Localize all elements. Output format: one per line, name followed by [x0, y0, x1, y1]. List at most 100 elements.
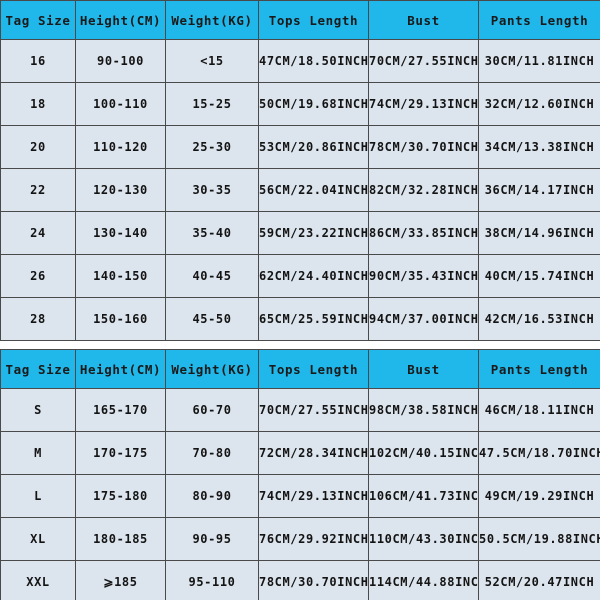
table-cell: 100-110: [75, 82, 166, 126]
table-cell: 106CM/41.73INCH: [368, 474, 479, 518]
column-header-4: Bust: [368, 0, 479, 40]
table-cell: 47.5CM/18.70INCH: [478, 431, 600, 475]
table-cell: 90-100: [75, 39, 166, 83]
table-cell: 82CM/32.28INCH: [368, 168, 479, 212]
column-header-0: Tag Size: [0, 0, 76, 40]
table-cell: 50CM/19.68INCH: [258, 82, 369, 126]
table-cell: 94CM/37.00INCH: [368, 297, 479, 341]
table-cell: 180-185: [75, 517, 166, 561]
table-cell: <15: [165, 39, 259, 83]
table-cell: 60-70: [165, 388, 259, 432]
table-row: XXL ⩾185 95-110 78CM/30.70INCH 114CM/44.88IN…: [0, 560, 600, 600]
table-cell: 40-45: [165, 254, 259, 298]
table-cell: 53CM/20.86INCH: [258, 125, 369, 169]
table-cell: L: [0, 474, 76, 518]
table-row: 18 100-110 15-25 50CM/19.68INCH 74CM/29.13IN…: [0, 82, 600, 126]
table-cell: 32CM/12.60INCH: [478, 82, 600, 126]
column-header-2: Weight(KG): [165, 349, 259, 389]
adult-size-table: Tag Size Height(CM) Weight(KG) Tops Length B…: [0, 349, 600, 600]
table-cell: 114CM/44.88INCH: [368, 560, 479, 600]
table-cell: 20: [0, 125, 76, 169]
table-cell: 165-170: [75, 388, 166, 432]
adult-size-table-header: Tag Size Height(CM) Weight(KG) Tops Length B…: [0, 349, 600, 389]
kids-size-table-header: Tag Size Height(CM) Weight(KG) Tops Length B…: [0, 0, 600, 40]
kids-size-table-body: 16 90-100 <15 47CM/18.50INCH 70CM/27.55INCH 3…: [0, 39, 600, 341]
table-row: L 175-180 80-90 74CM/29.13INCH 106CM/41.73IN…: [0, 474, 600, 518]
table-cell: 76CM/29.92INCH: [258, 517, 369, 561]
table-cell: 74CM/29.13INCH: [258, 474, 369, 518]
kids-size-table: Tag Size Height(CM) Weight(KG) Tops Length B…: [0, 0, 600, 341]
table-cell: 74CM/29.13INCH: [368, 82, 479, 126]
table-cell: 110-120: [75, 125, 166, 169]
table-cell: 16: [0, 39, 76, 83]
column-header-5: Pants Length: [478, 349, 600, 389]
table-cell: 86CM/33.85INCH: [368, 211, 479, 255]
table-cell: 72CM/28.34INCH: [258, 431, 369, 475]
table-cell: 150-160: [75, 297, 166, 341]
table-cell: 90CM/35.43INCH: [368, 254, 479, 298]
table-cell: 65CM/25.59INCH: [258, 297, 369, 341]
column-header-3: Tops Length: [258, 349, 369, 389]
table-row: 16 90-100 <15 47CM/18.50INCH 70CM/27.55INCH 3…: [0, 39, 600, 83]
table-row: 22 120-130 30-35 56CM/22.04INCH 82CM/32.28IN…: [0, 168, 600, 212]
table-cell: 140-150: [75, 254, 166, 298]
table-cell: 110CM/43.30INCH: [368, 517, 479, 561]
table-cell: 70CM/27.55INCH: [258, 388, 369, 432]
table-cell: 90-95: [165, 517, 259, 561]
table-cell: 78CM/30.70INCH: [368, 125, 479, 169]
table-cell: 24: [0, 211, 76, 255]
table-cell: 80-90: [165, 474, 259, 518]
table-cell: 35-40: [165, 211, 259, 255]
adult-size-table-body: S 165-170 60-70 70CM/27.55INCH 98CM/38.58INC…: [0, 388, 600, 600]
column-header-5: Pants Length: [478, 0, 600, 40]
table-cell: 49CM/19.29INCH: [478, 474, 600, 518]
table-cell: 102CM/40.15INCH: [368, 431, 479, 475]
table-cell: 170-175: [75, 431, 166, 475]
table-separator: [0, 341, 600, 349]
table-cell: 26: [0, 254, 76, 298]
table-row: 28 150-160 45-50 65CM/25.59INCH 94CM/37.00IN…: [0, 297, 600, 341]
table-row: 26 140-150 40-45 62CM/24.40INCH 90CM/35.43IN…: [0, 254, 600, 298]
table-cell: XL: [0, 517, 76, 561]
table-cell: 18: [0, 82, 76, 126]
table-cell: 50.5CM/19.88INCH: [478, 517, 600, 561]
column-header-3: Tops Length: [258, 0, 369, 40]
table-row: S 165-170 60-70 70CM/27.55INCH 98CM/38.58INC…: [0, 388, 600, 432]
table-cell: 52CM/20.47INCH: [478, 560, 600, 600]
table-cell: 47CM/18.50INCH: [258, 39, 369, 83]
table-cell: ⩾185: [75, 560, 166, 600]
table-cell: 95-110: [165, 560, 259, 600]
table-row: XL 180-185 90-95 76CM/29.92INCH 110CM/43.30I…: [0, 517, 600, 561]
table-cell: 70CM/27.55INCH: [368, 39, 479, 83]
table-cell: 36CM/14.17INCH: [478, 168, 600, 212]
table-cell: 70-80: [165, 431, 259, 475]
table-header-row: Tag Size Height(CM) Weight(KG) Tops Length B…: [0, 349, 600, 389]
column-header-2: Weight(KG): [165, 0, 259, 40]
table-row: M 170-175 70-80 72CM/28.34INCH 102CM/40.15IN…: [0, 431, 600, 475]
table-cell: 30CM/11.81INCH: [478, 39, 600, 83]
table-cell: 130-140: [75, 211, 166, 255]
table-header-row: Tag Size Height(CM) Weight(KG) Tops Length B…: [0, 0, 600, 40]
table-cell: 62CM/24.40INCH: [258, 254, 369, 298]
table-cell: 45-50: [165, 297, 259, 341]
table-cell: 22: [0, 168, 76, 212]
column-header-1: Height(CM): [75, 349, 166, 389]
table-cell: 25-30: [165, 125, 259, 169]
table-cell: 175-180: [75, 474, 166, 518]
table-cell: 42CM/16.53INCH: [478, 297, 600, 341]
table-cell: 28: [0, 297, 76, 341]
table-cell: 15-25: [165, 82, 259, 126]
table-cell: 38CM/14.96INCH: [478, 211, 600, 255]
table-row: 24 130-140 35-40 59CM/23.22INCH 86CM/33.85IN…: [0, 211, 600, 255]
table-cell: 30-35: [165, 168, 259, 212]
column-header-0: Tag Size: [0, 349, 76, 389]
table-cell: 59CM/23.22INCH: [258, 211, 369, 255]
table-cell: 34CM/13.38INCH: [478, 125, 600, 169]
table-cell: 40CM/15.74INCH: [478, 254, 600, 298]
table-cell: 78CM/30.70INCH: [258, 560, 369, 600]
table-cell: S: [0, 388, 76, 432]
table-row: 20 110-120 25-30 53CM/20.86INCH 78CM/30.70IN…: [0, 125, 600, 169]
table-cell: 120-130: [75, 168, 166, 212]
table-cell: 56CM/22.04INCH: [258, 168, 369, 212]
